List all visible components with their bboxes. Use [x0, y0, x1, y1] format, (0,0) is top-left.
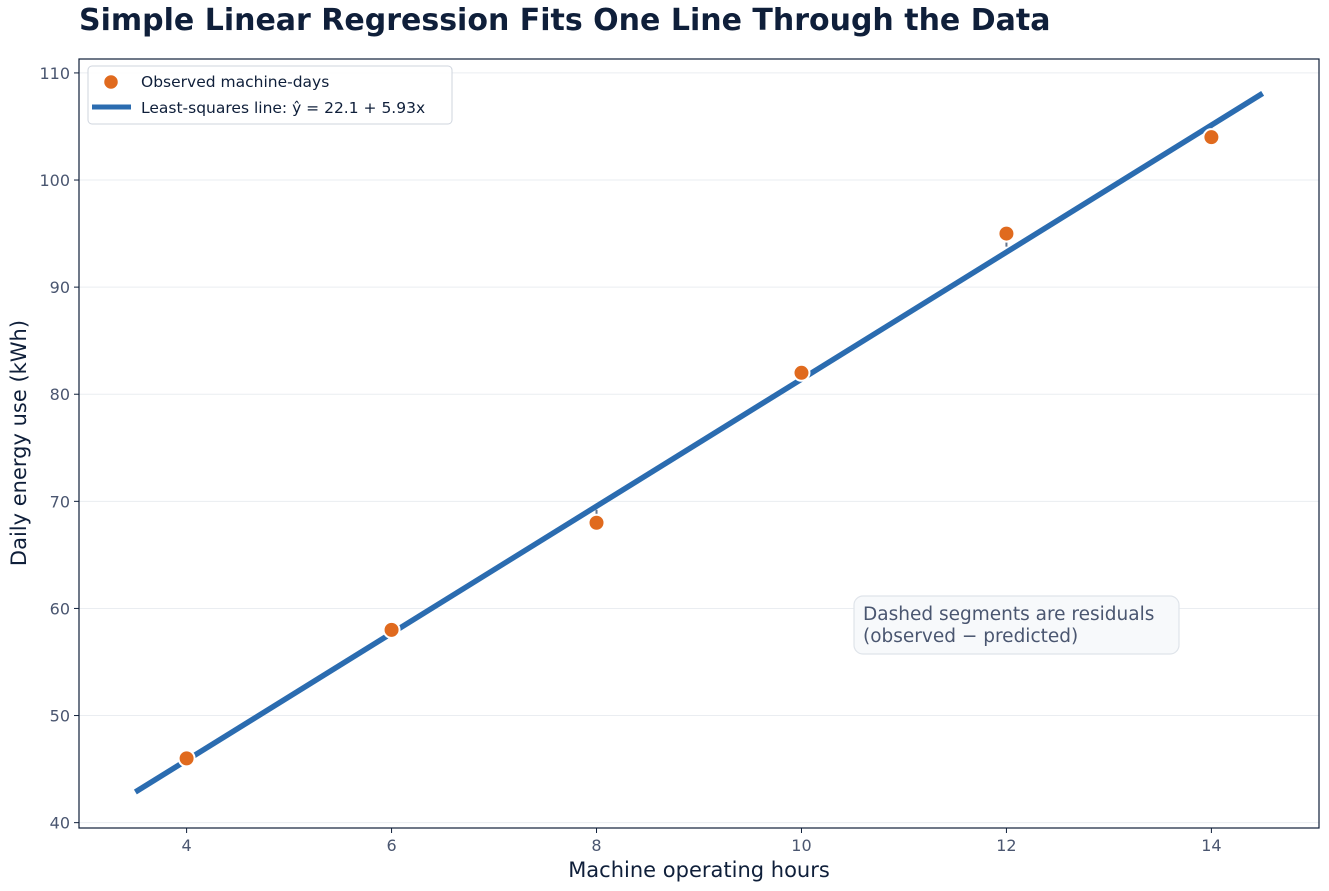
- plot-frame: [78, 58, 1320, 829]
- legend-box: [87, 65, 453, 125]
- data-points: [177, 128, 1221, 768]
- data-point-14: [1202, 128, 1221, 147]
- annotation-box: [853, 595, 1180, 655]
- data-point-12: [997, 224, 1016, 243]
- regression-line: [133, 91, 1265, 795]
- legend-label-line: Least-squares line: ŷ = 22.1 + 5.93x: [141, 99, 425, 117]
- legend-label-points: Observed machine-days: [141, 73, 329, 91]
- y-tick-label-70: 70: [50, 492, 70, 511]
- x-axis-label: Machine operating hours: [568, 858, 830, 882]
- data-point-4: [177, 749, 196, 768]
- x-tick-label-14: 14: [1201, 836, 1221, 855]
- axis-ticks: 40 50 60 70 80 90 100 110 4 6 8 10 12 14: [39, 64, 1221, 855]
- y-tick-label-40: 40: [50, 814, 70, 833]
- data-point-6: [382, 620, 401, 639]
- data-point-8: [587, 513, 606, 532]
- y-tick-label-80: 80: [50, 385, 70, 404]
- regression-line-layer: [133, 91, 1265, 795]
- chart-title: Simple Linear Regression Fits One Line T…: [79, 3, 1051, 38]
- x-tick-label-4: 4: [182, 836, 192, 855]
- y-tick-label-90: 90: [50, 278, 70, 297]
- x-tick-label-6: 6: [386, 836, 396, 855]
- x-tick-label-10: 10: [791, 836, 811, 855]
- annotation-line-1: Dashed segments are residuals: [863, 604, 1154, 625]
- x-tick-label-8: 8: [591, 836, 601, 855]
- residual-annotation: Dashed segments are residuals (observed …: [853, 595, 1180, 655]
- x-tick-label-12: 12: [996, 836, 1016, 855]
- data-point-10: [792, 363, 811, 382]
- annotation-line-2: (observed − predicted): [863, 626, 1078, 647]
- y-tick-label-110: 110: [39, 64, 70, 83]
- y-tick-label-100: 100: [39, 171, 70, 190]
- y-tick-label-50: 50: [50, 707, 70, 726]
- legend-point-marker: [102, 73, 120, 91]
- y-tick-label-60: 60: [50, 599, 70, 618]
- y-axis-label: Daily energy use (kWh): [7, 320, 31, 566]
- legend: Observed machine-days Least-squares line…: [87, 65, 453, 125]
